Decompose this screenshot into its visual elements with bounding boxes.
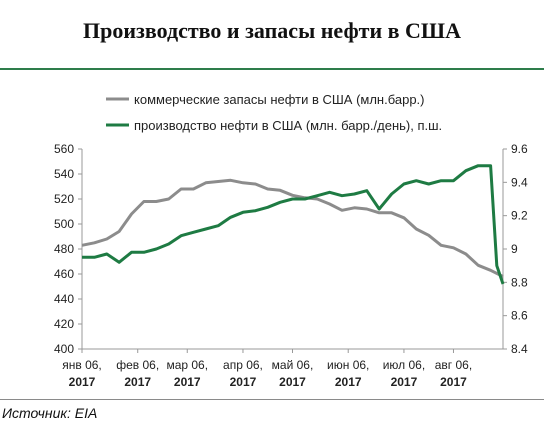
x-tick-label: май 06,: [272, 358, 314, 372]
right-tick-label: 9.4: [511, 175, 528, 189]
title-divider: [0, 68, 544, 70]
left-tick-label: 500: [54, 217, 74, 231]
left-tick-label: 440: [54, 292, 74, 306]
left-tick-label: 540: [54, 167, 74, 181]
x-tick-year: 2017: [391, 375, 418, 389]
right-tick-label: 8.4: [511, 342, 528, 356]
legend-label-stocks: коммерческие запасы нефти в США (млн.бар…: [134, 92, 425, 107]
x-tick-year: 2017: [279, 375, 306, 389]
series-lines: [81, 164, 505, 285]
x-tick-label: июн 06,: [327, 358, 369, 372]
series-line-production: [82, 164, 505, 285]
left-tick-label: 560: [54, 142, 74, 156]
right-tick-label: 9.6: [511, 142, 528, 156]
legend: коммерческие запасы нефти в США (млн.бар…: [106, 92, 442, 133]
legend-label-production: производство нефти в США (млн. барр./ден…: [134, 118, 442, 133]
right-tick-label: 8.6: [511, 309, 528, 323]
right-tick-label: 9.2: [511, 209, 528, 223]
x-tick-year: 2017: [69, 375, 96, 389]
x-tick-label: мар 06,: [166, 358, 208, 372]
x-tick-label: июл 06,: [383, 358, 425, 372]
left-tick-label: 460: [54, 267, 74, 281]
x-tick-label: авг 06,: [435, 358, 472, 372]
x-tick-year: 2017: [335, 375, 362, 389]
left-axis-ticks: 400 420 440 460 480 500 520 540 560: [54, 142, 82, 356]
left-tick-label: 480: [54, 242, 74, 256]
x-tick-year: 2017: [440, 375, 467, 389]
series-line-stocks: [81, 178, 504, 278]
left-tick-label: 400: [54, 342, 74, 356]
x-axis-ticks: янв 06, 2017 фев 06, 2017 мар 06, 2017 апр 06,…: [62, 349, 472, 389]
axes: [81, 149, 504, 350]
x-tick-label: фев 06,: [116, 358, 159, 372]
x-tick-year: 2017: [230, 375, 257, 389]
right-axis-ticks: 8.4 8.6 8.8 9 9.2 9.4 9.6: [503, 142, 528, 356]
x-tick-label: апр 06,: [223, 358, 263, 372]
right-tick-label: 9: [511, 242, 518, 256]
x-tick-year: 2017: [174, 375, 201, 389]
footer-divider: [0, 399, 544, 400]
chart-title: Производство и запасы нефти в США: [83, 18, 461, 43]
right-tick-label: 8.8: [511, 275, 528, 289]
left-tick-label: 420: [54, 317, 74, 331]
x-tick-year: 2017: [124, 375, 151, 389]
left-tick-label: 520: [54, 192, 74, 206]
source-note: Источник: EIA: [2, 405, 98, 421]
line-chart: коммерческие запасы нефти в США (млн.бар…: [54, 92, 528, 389]
x-tick-label: янв 06,: [62, 358, 102, 372]
